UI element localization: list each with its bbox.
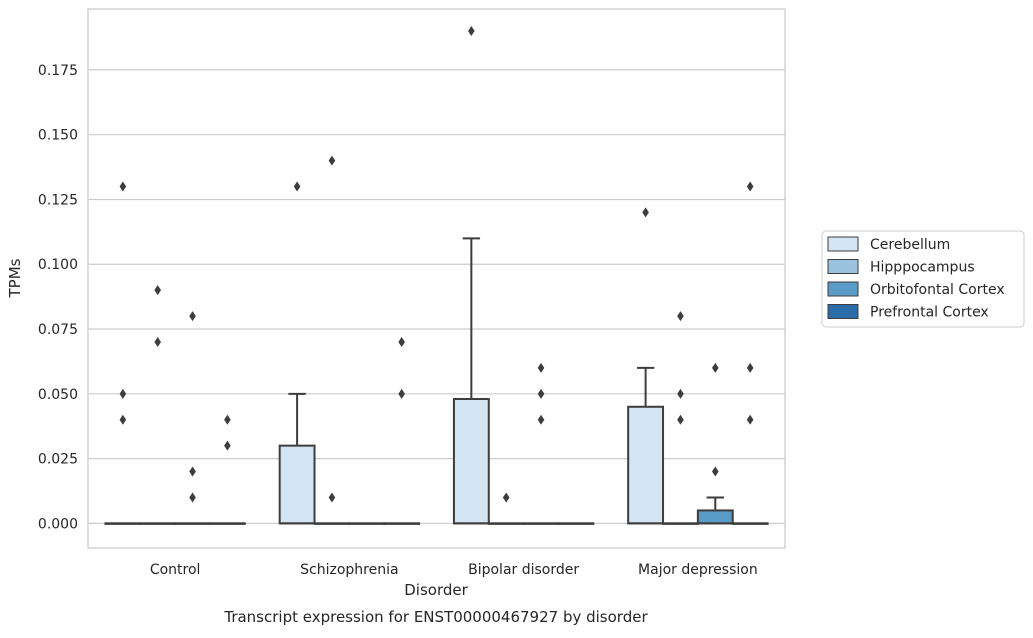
box bbox=[627, 405, 665, 525]
y-tick-label: 0.100 bbox=[38, 257, 78, 273]
x-axis-label: Disorder bbox=[404, 581, 468, 599]
x-tick-label: Major depression bbox=[638, 562, 758, 578]
outlier-point bbox=[502, 492, 510, 503]
legend: Cerebellum Hipppocampus Orbitofontal Corte… bbox=[821, 230, 1025, 328]
outlier-point bbox=[537, 414, 545, 425]
legend-swatch bbox=[827, 304, 859, 319]
chart-caption: Transcript expression for ENST0000046792… bbox=[223, 608, 648, 626]
box bbox=[452, 397, 490, 525]
legend-label: Hipppocampus bbox=[870, 260, 975, 276]
outlier-point bbox=[328, 155, 336, 166]
outlier-point bbox=[677, 388, 684, 399]
outlier-point bbox=[468, 26, 475, 37]
outlier-point bbox=[224, 414, 231, 425]
x-tick-label: Control bbox=[150, 562, 201, 578]
outlier-point bbox=[746, 181, 754, 192]
outlier-point bbox=[712, 466, 719, 477]
outlier-point bbox=[189, 492, 196, 503]
outlier-point bbox=[398, 336, 405, 347]
legend-swatch bbox=[827, 236, 859, 252]
outlier-point bbox=[119, 388, 127, 399]
x-tick-label: Bipolar disorder bbox=[468, 562, 579, 578]
y-tick-label: 0.000 bbox=[38, 516, 78, 532]
outlier-point bbox=[119, 414, 127, 425]
y-tick-label: 0.025 bbox=[38, 452, 78, 468]
outlier-point bbox=[712, 362, 719, 373]
outliers bbox=[119, 26, 754, 503]
legend-label: Prefrontal Cortex bbox=[870, 305, 989, 321]
x-axis-ticks: Control Schizophrenia Bipolar disorder Majo… bbox=[150, 562, 758, 578]
outlier-point bbox=[677, 311, 684, 322]
grid bbox=[88, 69, 785, 524]
plot-frame bbox=[87, 8, 786, 549]
y-tick-label: 0.175 bbox=[38, 63, 78, 79]
legend-swatch bbox=[827, 281, 859, 297]
box bbox=[278, 444, 316, 525]
boxes bbox=[104, 237, 769, 525]
outlier-point bbox=[746, 362, 754, 373]
outlier-point bbox=[189, 311, 196, 322]
y-tick-label: 0.125 bbox=[38, 192, 78, 208]
x-tick-label: Schizophrenia bbox=[300, 562, 398, 578]
outlier-point bbox=[677, 414, 684, 425]
outlier-point bbox=[746, 414, 754, 425]
y-tick-label: 0.075 bbox=[38, 322, 78, 338]
outlier-point bbox=[189, 466, 196, 477]
outlier-point bbox=[224, 440, 231, 451]
y-tick-label: 0.050 bbox=[38, 387, 78, 403]
y-axis-ticks: 0.000 0.025 0.050 0.075 0.100 0.125 0.150 0.175 bbox=[38, 63, 78, 532]
y-axis-label: TPMs bbox=[6, 258, 24, 298]
legend-frame bbox=[821, 230, 1025, 328]
outlier-point bbox=[642, 207, 649, 218]
legend-label: Cerebellum bbox=[870, 237, 950, 253]
outlier-point bbox=[119, 181, 127, 192]
outlier-point bbox=[154, 336, 161, 347]
box bbox=[696, 509, 734, 525]
outlier-point bbox=[537, 388, 545, 399]
outlier-point bbox=[293, 181, 301, 192]
outlier-point bbox=[537, 362, 545, 373]
y-tick-label: 0.150 bbox=[38, 128, 78, 144]
outlier-point bbox=[328, 492, 336, 503]
legend-swatch bbox=[827, 259, 859, 274]
outlier-point bbox=[398, 388, 405, 399]
legend-label: Orbitofontal Cortex bbox=[870, 282, 1005, 298]
outlier-point bbox=[154, 285, 161, 296]
